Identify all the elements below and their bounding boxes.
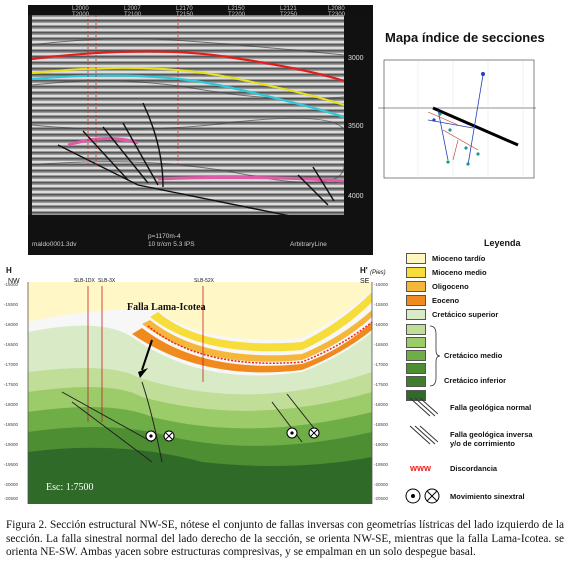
section-right-corner: H'	[360, 266, 368, 275]
legend-label: Falla geológica normal	[450, 403, 532, 412]
fault-label: Falla Lama-Icotea	[127, 302, 206, 313]
depth-label: -17000	[4, 362, 19, 367]
legend-brace	[429, 325, 440, 387]
section-unit: (Pies)	[370, 270, 386, 276]
seismic-section: L2000 T2000 L2007 T2100 L2170 T2150 L215…	[28, 5, 373, 255]
depth-label: -20000	[4, 482, 19, 487]
trace-label: L2150 T2200	[228, 6, 246, 18]
legend-swatch	[406, 267, 426, 278]
seismic-footer-right: ArbitraryLine	[290, 241, 327, 248]
legend-swatch	[406, 253, 426, 264]
scale-label: Esc: 1:7500	[46, 482, 94, 493]
map-title: Mapa índice de secciones	[385, 30, 545, 45]
depth-label: -19500	[4, 462, 19, 467]
depth-label: -16000	[4, 322, 19, 327]
trace-label: L2080 T2300	[328, 6, 346, 18]
legend-label: Cretácico medio	[444, 351, 503, 360]
depth-label: -18500	[374, 422, 389, 427]
well-label: SLB-52X	[194, 278, 215, 284]
depth-axis-right: -15000 -15500 -16000 -16500 -17000 -1750…	[374, 282, 398, 504]
depth-label: -20500	[374, 496, 389, 501]
section-image	[27, 282, 373, 504]
legend-swatch	[406, 363, 426, 374]
legend-label: Discordancia	[450, 464, 498, 473]
time-label: 3500	[348, 123, 364, 130]
depth-label: -16500	[374, 342, 389, 347]
legend-swatch	[406, 295, 426, 306]
legend-label: Eoceno	[432, 296, 460, 305]
depth-label: -18500	[4, 422, 19, 427]
well-label: SLB-3X	[98, 278, 116, 284]
well-label: SLB-1DX	[74, 278, 95, 284]
sinistral-movement-icon	[405, 488, 440, 504]
figure-caption: Figura 2. Sección estructural NW-SE, nót…	[6, 519, 564, 559]
depth-label: -15500	[374, 302, 389, 307]
depth-label: -18000	[374, 402, 389, 407]
legend-label: Cretácico superior	[432, 310, 499, 319]
legend-label: Movimiento sinextral	[450, 492, 525, 501]
time-label: 3000	[348, 55, 364, 62]
depth-label: -16000	[374, 322, 389, 327]
section-nw: NW	[8, 278, 20, 285]
depth-label: -15000	[374, 282, 389, 287]
legend-title: Leyenda	[484, 238, 521, 248]
trace-label: L2170 T2150	[176, 6, 194, 18]
legend-label: Oligoceno	[432, 282, 469, 291]
reverse-fault-icon	[409, 425, 438, 445]
seismic-footer-center: p=1170m-4 10 tr/cm 5.3 IPS	[148, 233, 195, 248]
depth-label: -15500	[4, 302, 19, 307]
discordance-icon: www	[410, 463, 432, 473]
legend-label: Cretácico inferior	[444, 376, 507, 385]
seismic-footer-left: maldo0001.3dv	[32, 241, 77, 248]
depth-label: -18000	[4, 402, 19, 407]
normal-fault-icon	[409, 397, 438, 417]
legend-label: Mioceno medio	[432, 268, 487, 277]
index-map-image	[378, 59, 558, 179]
trace-labels: L2000 T2000 L2007 T2100 L2170 T2150 L215…	[72, 6, 352, 18]
depth-label: -17500	[4, 382, 19, 387]
depth-label: -16500	[4, 342, 19, 347]
legend-swatch	[406, 350, 426, 361]
depth-label: -19000	[374, 442, 389, 447]
legend-swatch	[406, 376, 426, 387]
legend-label: Mioceno tardío	[432, 254, 486, 263]
legend: Leyenda Mioceno tardío Mioceno medio Oli…	[404, 238, 566, 508]
depth-axis-left: -15000 -15500 -16000 -16500 -17000 -1750…	[4, 282, 28, 504]
section-se: SE	[360, 278, 370, 285]
index-map	[378, 50, 563, 182]
legend-swatch	[406, 281, 426, 292]
depth-label: -19000	[4, 442, 19, 447]
depth-label: -17500	[374, 382, 389, 387]
legend-swatch	[406, 390, 426, 401]
structural-section: H NW H' (Pies) SE SLB-1DX SLB-3X SLB-52X…	[2, 262, 397, 515]
depth-label: -20000	[374, 482, 389, 487]
time-label: 4000	[348, 193, 364, 200]
depth-label: -15000	[4, 282, 19, 287]
depth-label: -20500	[4, 496, 19, 501]
trace-label: L2000 T2000	[72, 6, 90, 18]
seismic-image	[28, 5, 373, 255]
legend-swatch	[406, 324, 426, 335]
legend-swatch	[406, 309, 426, 320]
legend-swatch	[406, 337, 426, 348]
section-left-corner: H	[6, 266, 12, 275]
depth-label: -17000	[374, 362, 389, 367]
trace-label: L2007 T2100	[124, 6, 142, 18]
depth-label: -19500	[374, 462, 389, 467]
legend-label: Falla geológica inversa y/o de corrimien…	[450, 430, 533, 448]
trace-label: L2121 T2250	[280, 6, 298, 18]
